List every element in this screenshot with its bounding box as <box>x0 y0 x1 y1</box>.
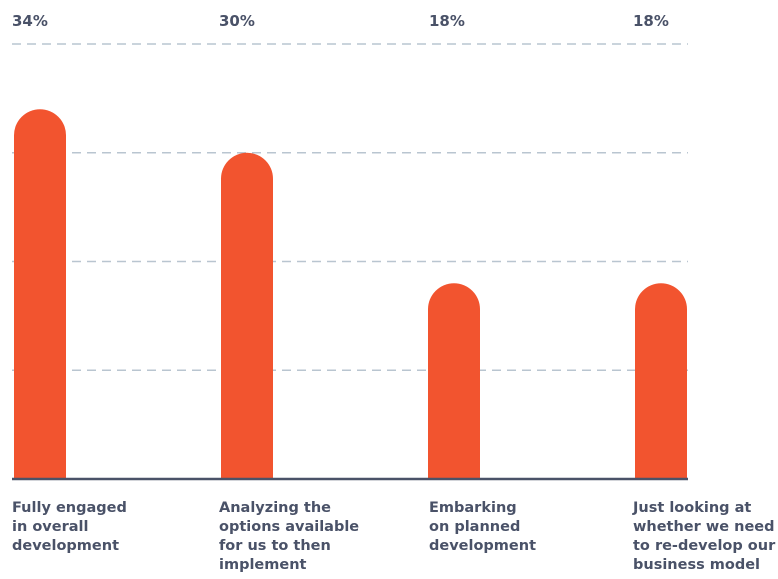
value-label-2: 30% <box>219 12 255 30</box>
value-label-3: 18% <box>429 12 465 30</box>
bar-1 <box>14 109 66 480</box>
category-label-embarking: Embarking on planned development <box>429 500 537 554</box>
bar-2 <box>221 152 273 480</box>
category-label-just-looking: Just looking at whether we need to re-de… <box>633 500 776 573</box>
bar-3 <box>428 283 480 479</box>
value-label-4: 18% <box>633 12 669 30</box>
value-label-1: 34% <box>12 12 48 30</box>
category-label-analyzing-options: Analyzing the options available for us t… <box>219 500 360 573</box>
category-label-fully-engaged: Fully engaged in overall development <box>12 500 127 554</box>
bar-4 <box>635 283 687 479</box>
